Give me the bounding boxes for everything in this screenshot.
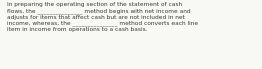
Text: In preparing the operating section of the statement of cash
flows, the _________: In preparing the operating section of th… xyxy=(7,2,198,32)
